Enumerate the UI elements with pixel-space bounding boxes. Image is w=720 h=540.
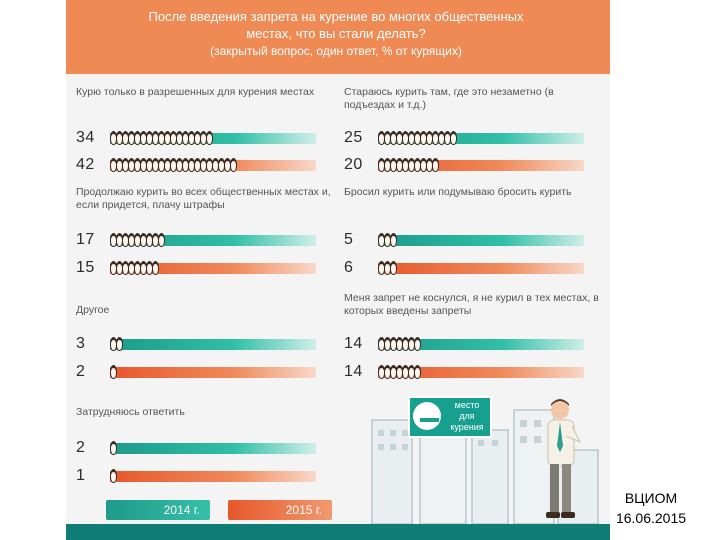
infographic: После введения запрета на курение во мно… [66, 0, 610, 540]
value-label-1-2014: 17 [76, 231, 95, 248]
person-icon [110, 441, 117, 455]
value-label-3-2015: 1 [76, 467, 86, 484]
person-icon [230, 158, 237, 172]
person-icon [110, 469, 117, 483]
smoking-area-sign: место для курения [408, 396, 492, 438]
bar-2-2015 [110, 367, 316, 378]
value-label-6-2014: 14 [344, 335, 363, 352]
value-label-3-2014: 2 [76, 439, 86, 456]
value-label-6-2015: 14 [344, 363, 363, 380]
category-label-1: Продолжаю курить во всех общественных ме… [76, 186, 331, 211]
people-icons-6-2015 [378, 362, 422, 382]
bottom-band [66, 524, 610, 540]
value-label-4-2014: 25 [344, 129, 363, 146]
people-icons-3-2014 [110, 438, 118, 458]
bar-6-2015 [378, 367, 584, 378]
bar-5-2014 [378, 235, 584, 246]
sign-text: место для курения [444, 400, 490, 433]
cigarette-icon [413, 402, 441, 430]
chart-header: После введения запрета на курение во мно… [66, 0, 610, 74]
legend-swatch-2014 [106, 500, 210, 520]
category-label-3: Затрудняюсь ответить [76, 406, 185, 418]
source-org: ВЦИОМ [624, 490, 678, 506]
people-icons-6-2014 [378, 334, 422, 354]
person-icon [414, 337, 421, 351]
bar-3-2014 [110, 443, 316, 454]
people-icons-0-2014 [110, 128, 214, 148]
person-icon [158, 233, 165, 247]
category-label-4: Стараюсь курить там, где это незаметно (… [344, 86, 554, 111]
people-icons-3-2015 [110, 466, 118, 486]
chart-title-line-2: местах, что вы стали делать? [246, 26, 426, 41]
person-icon [390, 261, 397, 275]
value-label-0-2015: 42 [76, 156, 95, 173]
bar-4-2014 [378, 133, 584, 144]
value-label-0-2014: 34 [76, 129, 95, 146]
value-label-5-2014: 5 [344, 231, 354, 248]
chart-title-line-1: После введения запрета на курение во мно… [148, 9, 524, 24]
people-icons-4-2014 [378, 128, 458, 148]
thinking-man-illustration [546, 399, 582, 518]
value-label-2-2015: 2 [76, 363, 86, 380]
person-icon [390, 233, 397, 247]
bar-4-2015 [378, 160, 584, 171]
people-icons-4-2015 [378, 155, 440, 175]
bar-1-2014 [110, 235, 316, 246]
people-icons-2-2015 [110, 362, 118, 382]
bar-5-2015 [378, 263, 584, 274]
source-credit: ВЦИОМ 16.06.2015 [596, 488, 706, 528]
person-icon [152, 261, 159, 275]
source-date: 16.06.2015 [615, 510, 687, 526]
sign-line-1: место [454, 400, 480, 410]
person-icon [116, 337, 123, 351]
bar-6-2014 [378, 339, 584, 350]
chart-subtitle: (закрытый вопрос, один ответ, % от курящ… [210, 44, 462, 58]
people-icons-5-2015 [378, 258, 398, 278]
category-label-5: Бросил курить или подумываю бросить кури… [344, 186, 572, 198]
people-icons-5-2014 [378, 230, 398, 250]
legend-label-2014: 2014 г. [163, 503, 200, 517]
sign-line-3: курения [450, 422, 484, 432]
people-icons-1-2014 [110, 230, 166, 250]
category-label-2: Другое [76, 304, 110, 316]
bar-0-2014 [110, 133, 316, 144]
legend-swatch-2015 [228, 500, 332, 520]
bar-1-2015 [110, 263, 316, 274]
bar-2-2014 [110, 339, 316, 350]
value-label-2-2014: 3 [76, 335, 86, 352]
person-icon [206, 131, 213, 145]
bar-3-2015 [110, 471, 316, 482]
value-label-4-2015: 20 [344, 156, 363, 173]
sign-line-2: для [459, 411, 475, 421]
category-label-0: Курю только в разрешенных для курения ме… [76, 86, 315, 98]
person-icon [110, 365, 117, 379]
person-icon [432, 158, 439, 172]
people-icons-1-2015 [110, 258, 160, 278]
person-icon [450, 131, 457, 145]
people-icons-2-2014 [110, 334, 124, 354]
value-label-5-2015: 6 [344, 259, 354, 276]
person-icon [414, 365, 421, 379]
value-label-1-2015: 15 [76, 259, 95, 276]
people-icons-0-2015 [110, 155, 238, 175]
category-label-6: Меня запрет не коснулся, я не курил в те… [344, 292, 599, 317]
legend-label-2015: 2015 г. [285, 503, 322, 517]
